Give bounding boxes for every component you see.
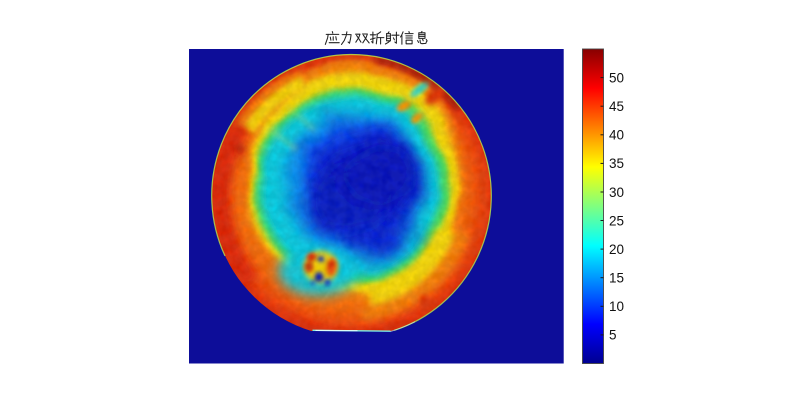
svg-text:10: 10 [609, 299, 624, 314]
svg-text:40: 40 [609, 128, 624, 143]
svg-text:45: 45 [609, 99, 624, 114]
svg-text:30: 30 [609, 185, 624, 200]
svg-text:20: 20 [609, 242, 624, 257]
svg-text:50: 50 [609, 70, 624, 85]
svg-text:25: 25 [609, 213, 624, 228]
svg-text:35: 35 [609, 156, 624, 171]
svg-text:5: 5 [609, 328, 617, 343]
svg-text:15: 15 [609, 271, 624, 286]
